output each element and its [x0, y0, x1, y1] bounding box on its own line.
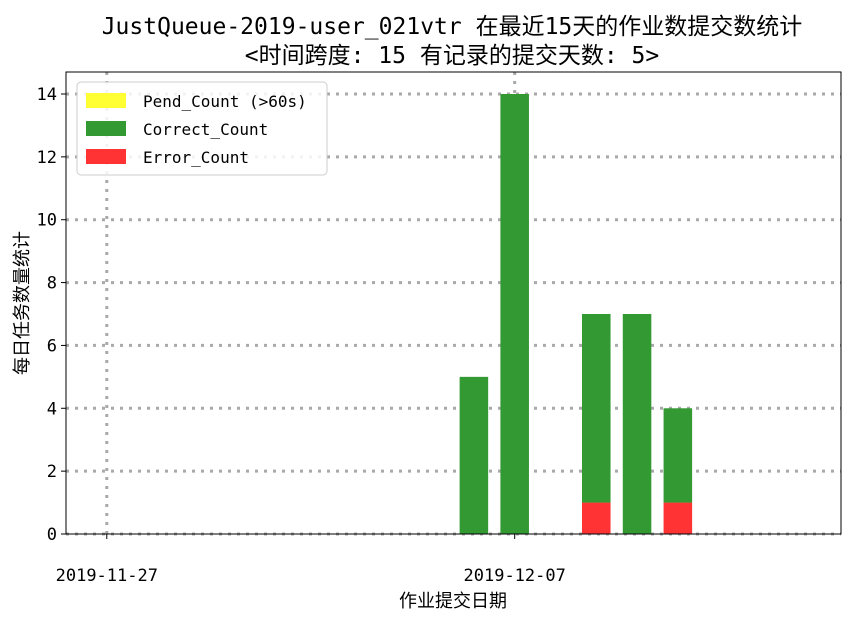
x-axis-ticks: 2019-11-27 2019-12-07 [56, 534, 566, 586]
legend-swatch-pend [86, 93, 126, 108]
y-tick-label: 4 [47, 399, 57, 419]
legend-box [76, 81, 328, 176]
legend-swatch-correct [86, 121, 126, 136]
y-axis-label: 每日任务数量统计 [12, 231, 33, 375]
legend-label-pend: Pend_Count (>60s) [143, 92, 307, 111]
x-tick-label: 2019-12-07 [464, 566, 566, 586]
legend-label-error: Error_Count [143, 148, 249, 167]
y-tick-label: 2 [47, 462, 57, 482]
legend-label-correct: Correct_Count [143, 120, 268, 139]
bar-correct [459, 376, 489, 534]
plot-frame [65, 71, 842, 535]
bars [459, 94, 693, 534]
y-tick-label: 10 [37, 211, 57, 231]
legend-swatch-error [86, 149, 126, 164]
bar-correct [500, 94, 529, 534]
y-tick-label: 12 [37, 148, 57, 168]
y-axis-ticks: 0 2 4 6 8 10 12 14 [37, 85, 66, 545]
y-tick-label: 0 [47, 525, 57, 545]
y-tick-label: 6 [47, 336, 57, 356]
bar-correct [581, 314, 611, 503]
bar-error [581, 502, 611, 534]
legend: Pend_Count (>60s) Correct_Count Error_Co… [76, 81, 328, 176]
x-tick-label: 2019-11-27 [56, 566, 158, 586]
bar-correct [663, 408, 693, 503]
bar-correct [622, 314, 652, 534]
chart-title-line1: JustQueue-2019-user_021vtr 在最近15天的作业数提交数… [102, 14, 803, 40]
chart-title-line2: <时间跨度: 15 有记录的提交天数: 5> [245, 43, 659, 69]
y-tick-label: 8 [47, 274, 57, 294]
y-tick-label: 14 [37, 85, 57, 105]
x-axis-label: 作业提交日期 [399, 591, 507, 612]
bar-error [663, 502, 693, 534]
